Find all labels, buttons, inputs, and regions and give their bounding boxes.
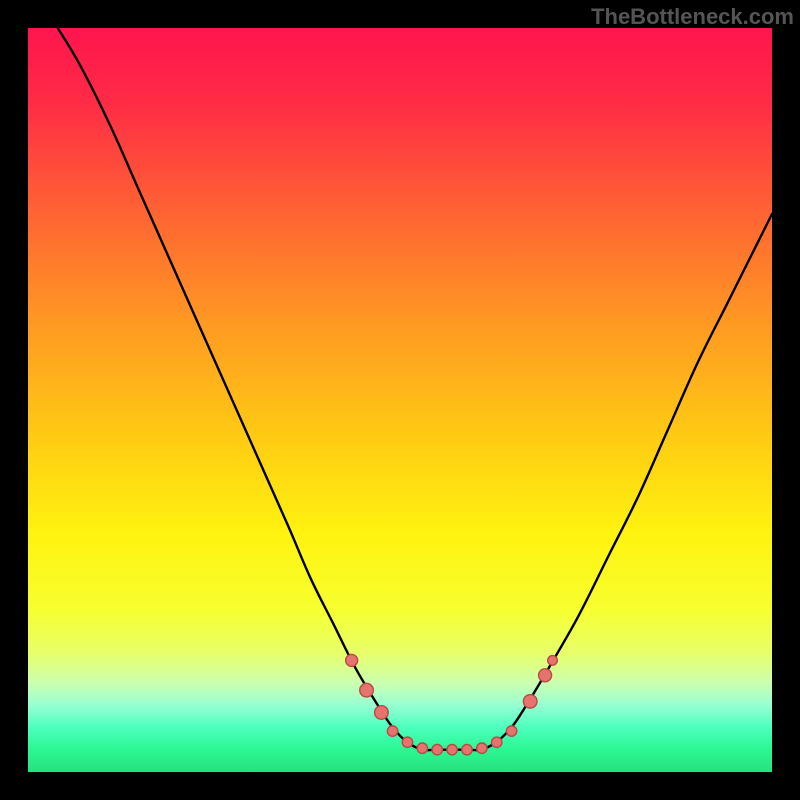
curve-right xyxy=(497,214,772,742)
curve-marker xyxy=(462,744,472,754)
curve-marker xyxy=(506,726,516,736)
chart-stage: TheBottleneck.com xyxy=(0,0,800,800)
curve-marker xyxy=(447,744,457,754)
curve-marker xyxy=(402,737,412,747)
curve-marker xyxy=(360,683,374,697)
curve-marker xyxy=(539,669,552,682)
curve-left xyxy=(58,28,497,750)
curve-marker xyxy=(492,737,502,747)
plot-area xyxy=(28,28,772,772)
curve-marker xyxy=(548,656,558,666)
curve-marker xyxy=(387,726,397,736)
curve-marker xyxy=(523,695,537,709)
curve-marker xyxy=(375,706,389,720)
curve-marker xyxy=(346,654,358,666)
curves-layer xyxy=(28,28,772,772)
curve-marker xyxy=(432,744,442,754)
curve-marker xyxy=(417,743,427,753)
curve-marker xyxy=(477,743,487,753)
watermark-text: TheBottleneck.com xyxy=(591,4,794,30)
